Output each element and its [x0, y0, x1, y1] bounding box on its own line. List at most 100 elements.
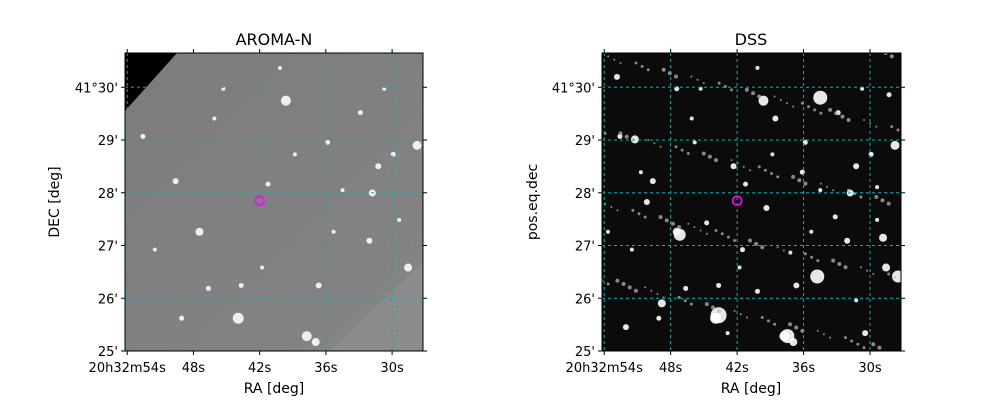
faint-star — [618, 131, 623, 136]
faint-star — [792, 105, 795, 108]
faint-star — [757, 94, 762, 99]
star — [758, 95, 769, 106]
faint-star — [832, 189, 835, 192]
y-tick-label: 27' — [98, 240, 118, 255]
star — [656, 315, 662, 321]
faint-star — [733, 309, 736, 312]
star — [809, 229, 814, 234]
star — [301, 331, 312, 342]
x-tick-label: 48s — [182, 361, 206, 376]
faint-star — [760, 316, 764, 320]
faint-star — [779, 98, 782, 101]
star — [412, 140, 422, 150]
faint-star — [843, 265, 848, 270]
x-tick-label: 30s — [380, 361, 404, 376]
faint-star — [829, 336, 832, 339]
axes-frame — [124, 52, 424, 352]
faint-star — [739, 313, 742, 316]
x-tick-label: 36s — [792, 361, 816, 376]
faint-star — [690, 75, 693, 78]
y-ticks: 41°30' 29' 28' 27' 26' 25' — [75, 81, 427, 360]
star — [853, 163, 860, 170]
faint-star — [656, 293, 659, 296]
faint-star — [701, 151, 706, 156]
faint-star — [850, 339, 854, 343]
faint-star — [872, 272, 875, 275]
faint-star — [702, 82, 705, 85]
star — [340, 188, 345, 193]
x-tick-label: 20h32m54s — [89, 361, 167, 376]
faint-star — [776, 175, 780, 179]
star — [772, 115, 779, 122]
faint-star — [687, 222, 690, 225]
panel-title: AROMA-N — [236, 30, 313, 49]
x-tick-label: 42s — [248, 361, 272, 376]
image-area — [125, 53, 423, 351]
star — [638, 170, 643, 175]
faint-star — [653, 142, 656, 145]
faint-star — [610, 206, 613, 209]
faint-star — [869, 122, 872, 125]
faint-star — [633, 288, 638, 293]
star — [260, 265, 265, 270]
faint-star — [866, 269, 869, 272]
faint-star — [696, 78, 699, 81]
star — [862, 330, 869, 337]
faint-star — [875, 125, 878, 128]
faint-star — [856, 342, 860, 346]
faint-star — [637, 212, 641, 216]
star — [613, 73, 620, 80]
star — [622, 324, 629, 331]
faint-star — [726, 235, 730, 239]
faint-star — [670, 221, 675, 226]
faint-star — [606, 282, 610, 286]
faint-star — [770, 172, 774, 176]
faint-star — [889, 54, 894, 59]
faint-star — [686, 151, 690, 155]
star — [730, 163, 737, 170]
faint-star — [794, 325, 799, 330]
faint-star — [658, 215, 663, 220]
star — [195, 227, 204, 236]
faint-star — [720, 232, 724, 236]
faint-star — [807, 105, 811, 109]
x-tick-label: 48s — [659, 361, 683, 376]
faint-star — [644, 286, 647, 289]
y-tick-label: 25' — [98, 345, 118, 360]
star — [799, 169, 805, 175]
faint-star — [730, 159, 733, 162]
faint-star — [631, 208, 635, 212]
y-tick-label: 41°30' — [552, 81, 595, 96]
sky-background — [602, 53, 901, 351]
faint-star — [863, 118, 866, 121]
faint-star — [643, 215, 647, 219]
star — [755, 65, 760, 70]
faint-star — [640, 64, 644, 68]
star — [780, 329, 795, 344]
no-data-corner — [125, 53, 177, 111]
y-tick-label: 26' — [98, 292, 118, 307]
faint-star — [834, 111, 839, 116]
star — [179, 315, 185, 321]
y-axis-label: pos.eq.dec — [525, 164, 541, 240]
faint-star — [744, 87, 749, 92]
faint-star — [667, 71, 672, 76]
star — [366, 237, 373, 244]
grid-lines — [125, 53, 423, 351]
faint-star — [619, 62, 622, 65]
star — [232, 312, 244, 324]
star — [140, 133, 146, 139]
faint-star — [757, 165, 761, 169]
star — [331, 229, 336, 234]
faint-star — [880, 198, 885, 203]
star — [375, 163, 382, 170]
faint-star — [763, 168, 767, 172]
faint-star — [748, 169, 751, 172]
faint-star — [634, 61, 638, 65]
faint-star — [729, 88, 733, 92]
faint-star — [674, 145, 678, 149]
faint-star — [816, 329, 819, 332]
star — [882, 263, 891, 272]
star — [875, 217, 880, 222]
y-tick-label: 25' — [575, 345, 595, 360]
